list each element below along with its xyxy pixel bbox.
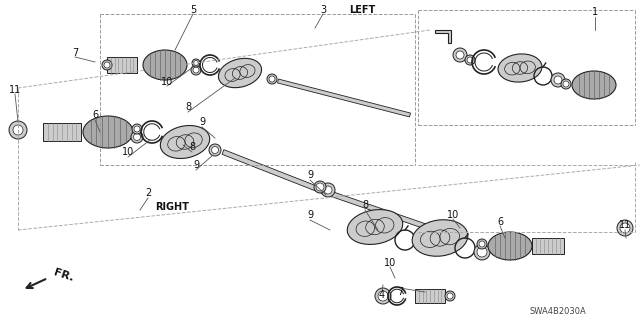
Bar [43,123,81,141]
Circle shape [102,60,112,70]
Text: 9: 9 [307,170,313,180]
Circle shape [467,57,473,63]
Circle shape [477,247,487,257]
Circle shape [445,291,455,301]
Text: 2: 2 [145,188,151,198]
Circle shape [211,146,218,153]
Polygon shape [435,30,451,43]
Bar [415,289,445,303]
Ellipse shape [498,54,542,82]
Circle shape [134,126,140,132]
Text: 6: 6 [92,110,98,120]
Ellipse shape [412,220,468,256]
Circle shape [134,133,141,140]
Circle shape [192,59,200,67]
Circle shape [193,67,199,73]
Circle shape [269,76,275,82]
Circle shape [314,181,326,193]
Ellipse shape [83,116,133,148]
Text: SWA4B2030A: SWA4B2030A [530,307,587,315]
Text: 10: 10 [122,147,134,157]
Circle shape [453,48,467,62]
Text: 5: 5 [190,5,196,15]
Circle shape [193,61,198,65]
Text: 11: 11 [9,85,21,95]
Circle shape [620,223,630,233]
Text: 10: 10 [384,258,396,268]
Circle shape [316,183,324,191]
Text: 1: 1 [592,7,598,17]
Text: 6: 6 [497,217,503,227]
Bar [532,238,564,254]
Text: 4: 4 [379,290,385,300]
Text: 3: 3 [320,5,326,15]
Polygon shape [278,79,410,117]
Text: 8: 8 [185,102,191,112]
Circle shape [131,131,143,143]
Ellipse shape [143,50,187,80]
Ellipse shape [218,58,262,88]
Circle shape [321,183,335,197]
Ellipse shape [348,210,403,244]
Circle shape [267,74,277,84]
Bar [107,57,137,73]
Circle shape [447,293,453,299]
Circle shape [563,81,569,87]
Circle shape [209,144,221,156]
Circle shape [375,288,391,304]
Text: 10: 10 [447,210,459,220]
Text: 7: 7 [72,48,78,58]
Circle shape [617,220,633,236]
Circle shape [324,186,332,194]
Circle shape [191,65,201,75]
Text: 8: 8 [362,200,368,210]
Circle shape [551,73,565,87]
Text: 9: 9 [193,160,199,170]
Circle shape [104,62,110,68]
Circle shape [132,124,142,134]
Text: 11: 11 [619,220,631,230]
Text: 9: 9 [199,117,205,127]
Circle shape [456,51,464,59]
Text: 10: 10 [161,77,173,87]
Text: LEFT: LEFT [349,5,375,15]
Text: 9: 9 [307,210,313,220]
Ellipse shape [488,232,532,260]
Circle shape [479,241,485,247]
Text: RIGHT: RIGHT [155,202,189,212]
Text: 7: 7 [397,287,403,297]
Circle shape [554,76,562,84]
Circle shape [474,244,490,260]
Circle shape [13,125,23,135]
Polygon shape [222,150,321,192]
Circle shape [561,79,571,89]
Text: 8: 8 [189,142,195,152]
Ellipse shape [161,125,210,159]
Circle shape [477,239,487,249]
Circle shape [9,121,27,139]
Polygon shape [319,188,431,230]
Circle shape [378,291,388,301]
Ellipse shape [572,71,616,99]
Text: FR.: FR. [52,267,75,283]
Circle shape [465,55,475,65]
